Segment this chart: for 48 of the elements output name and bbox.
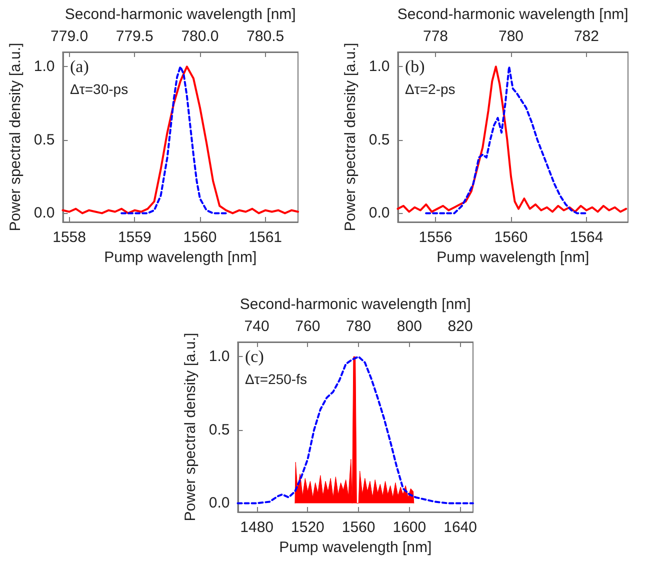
annotation: Δτ=30-ps — [70, 81, 128, 97]
x2-tick-label: 760 — [295, 318, 320, 335]
x-tick-label: 1520 — [291, 519, 324, 536]
annotation: (c) — [245, 347, 264, 366]
x2-tick-label: 800 — [396, 318, 422, 335]
x2-tick-label: 780 — [498, 28, 524, 45]
x2-tick-label: 782 — [574, 28, 599, 45]
y-tick-label: 0.5 — [34, 131, 55, 148]
y-tick-label: 0.0 — [34, 204, 55, 222]
y-tick-label: 1.0 — [208, 348, 230, 366]
x-tick-label: 1560 — [183, 229, 217, 246]
annotation: Δτ=250-fs — [245, 371, 307, 387]
y-tick-label: 0.5 — [208, 421, 230, 438]
y-axis-title: Power spectral density [a.u.] — [7, 42, 24, 232]
annotation: (b) — [405, 57, 425, 76]
x-tick-label: 1600 — [392, 519, 426, 536]
annotation: (a) — [70, 57, 89, 76]
x-tick-label: 1560 — [342, 519, 376, 536]
y-tick-label: 1.0 — [34, 58, 55, 76]
y-tick-label: 0.0 — [208, 494, 230, 512]
y-tick-label: 0.5 — [368, 131, 390, 148]
x2-tick-label: 780.5 — [246, 28, 284, 45]
x2-tick-label: 778 — [422, 28, 448, 45]
x2-tick-label: 780.0 — [181, 28, 219, 45]
x-tick-label: 1640 — [444, 519, 477, 536]
x2-tick-label: 820 — [448, 318, 473, 335]
x-tick-label: 1559 — [118, 229, 152, 246]
x-tick-label: 1558 — [52, 229, 86, 246]
x2-axis-title: Second-harmonic wavelength [nm] — [397, 6, 628, 23]
annotation: Δτ=2-ps — [405, 81, 456, 97]
y-axis-title: Power spectral density [a.u.] — [182, 332, 199, 522]
x2-tick-label: 779.0 — [50, 28, 88, 45]
x2-tick-label: 780 — [346, 318, 372, 335]
x-axis-title: Pump wavelength [nm] — [436, 249, 590, 266]
y-axis-title: Power spectral density [a.u.] — [342, 42, 359, 232]
x-axis-title: Pump wavelength [nm] — [279, 539, 432, 556]
y-tick-label: 1.0 — [368, 58, 390, 76]
x2-tick-label: 779.5 — [116, 28, 154, 45]
x-tick-label: 1556 — [418, 229, 452, 246]
y-tick-label: 0.0 — [368, 204, 390, 222]
x2-axis-title: Second-harmonic wavelength [nm] — [240, 296, 471, 313]
x2-axis-title: Second-harmonic wavelength [nm] — [64, 6, 296, 23]
x-tick-label: 1480 — [240, 519, 274, 536]
x-tick-label: 1561 — [248, 229, 282, 246]
x-tick-label: 1560 — [494, 229, 528, 246]
x-tick-label: 1564 — [570, 229, 604, 246]
x2-tick-label: 740 — [244, 318, 270, 335]
x-axis-title: Pump wavelength [nm] — [104, 249, 257, 266]
